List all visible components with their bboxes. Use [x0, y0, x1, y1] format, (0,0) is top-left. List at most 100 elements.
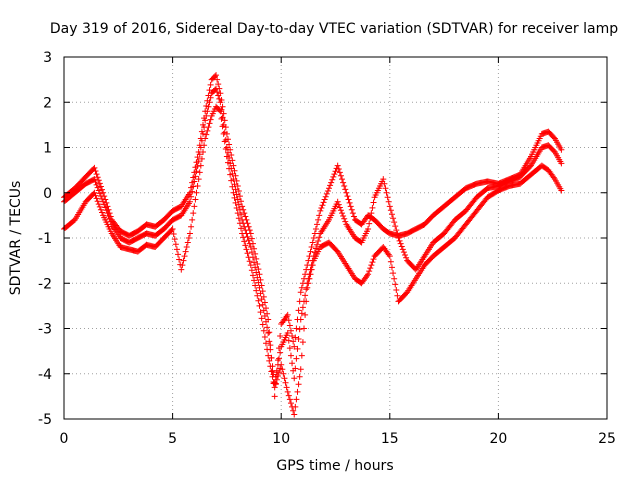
data-point [253, 269, 260, 276]
data-point [96, 190, 103, 197]
data-point [180, 257, 187, 264]
data-point [329, 176, 336, 183]
data-point [244, 250, 251, 257]
data-point [293, 396, 300, 403]
x-axis-label: GPS time / hours [276, 458, 393, 474]
data-point [298, 352, 305, 359]
data-point [289, 360, 296, 367]
data-point [227, 171, 234, 178]
data-point [251, 245, 258, 252]
data-point [233, 205, 240, 212]
y-tick-label: 3 [43, 50, 52, 66]
data-point [322, 193, 329, 200]
data-point [394, 292, 401, 299]
data-point [230, 162, 237, 169]
data-point [95, 201, 102, 208]
data-point [308, 266, 315, 273]
data-point [391, 275, 398, 282]
data-point [297, 316, 304, 323]
data-point [550, 134, 557, 141]
data-point [396, 237, 403, 244]
data-point [235, 215, 242, 222]
data-point [298, 284, 305, 291]
data-point [204, 108, 211, 115]
data-point [393, 287, 400, 294]
data-point [260, 307, 267, 314]
data-point [340, 179, 347, 186]
data-point [205, 103, 212, 110]
data-point [307, 248, 314, 255]
data-point [168, 227, 175, 234]
data-point [239, 216, 246, 223]
data-point [221, 138, 228, 145]
data-point [254, 274, 261, 281]
data-point [387, 207, 394, 214]
data-point [198, 137, 205, 144]
data-point [296, 326, 303, 333]
data-point [194, 163, 201, 170]
data-point [340, 212, 347, 219]
data-point [277, 349, 284, 356]
data-point [211, 73, 218, 80]
data-point [316, 212, 323, 219]
data-point [252, 282, 259, 289]
y-tick-label: -5 [38, 412, 52, 428]
x-tick-label: 5 [168, 431, 177, 447]
data-point [241, 238, 248, 245]
data-point [245, 254, 252, 261]
data-point [306, 275, 313, 282]
data-point [205, 124, 212, 131]
data-point [186, 230, 193, 237]
data-point [247, 262, 254, 269]
data-point [291, 411, 298, 418]
data-point [179, 262, 186, 269]
data-point [381, 180, 388, 187]
data-point [248, 235, 255, 242]
data-point [323, 190, 330, 197]
data-point [280, 370, 287, 377]
data-point [383, 189, 390, 196]
data-point [241, 223, 248, 230]
data-point [285, 337, 292, 344]
data-point [336, 169, 343, 176]
data-point [380, 176, 387, 183]
data-point [287, 327, 294, 334]
data-point [103, 207, 110, 214]
data-point [305, 280, 312, 287]
data-point [350, 213, 357, 220]
data-point [218, 115, 225, 122]
data-point [370, 199, 377, 206]
data-point [254, 292, 261, 299]
data-point [206, 87, 213, 94]
data-point [293, 355, 300, 362]
data-point [271, 384, 278, 391]
data-point [207, 116, 214, 123]
data-point [93, 181, 100, 188]
data-point [282, 379, 289, 386]
data-point [259, 321, 266, 328]
data-point [224, 159, 231, 166]
data-point [206, 99, 213, 106]
data-point [349, 210, 356, 217]
data-point [393, 227, 400, 234]
data-point [386, 253, 393, 260]
y-axis-label: SDTVAR / TECUs [8, 181, 24, 296]
data-point [321, 196, 328, 203]
data-point [342, 186, 349, 193]
data-point [194, 182, 201, 189]
data-point [266, 329, 273, 336]
data-point [335, 165, 342, 172]
data-point [287, 400, 294, 407]
y-tick-label: 2 [43, 95, 52, 111]
data-point [102, 204, 109, 211]
data-point [392, 281, 399, 288]
data-point [365, 225, 372, 232]
data-point [202, 117, 209, 124]
data-point [94, 174, 101, 181]
data-markers [61, 72, 565, 418]
data-point [395, 235, 402, 241]
data-point [228, 152, 235, 159]
data-point [292, 334, 299, 341]
data-point [394, 231, 401, 238]
data-point [339, 176, 346, 183]
